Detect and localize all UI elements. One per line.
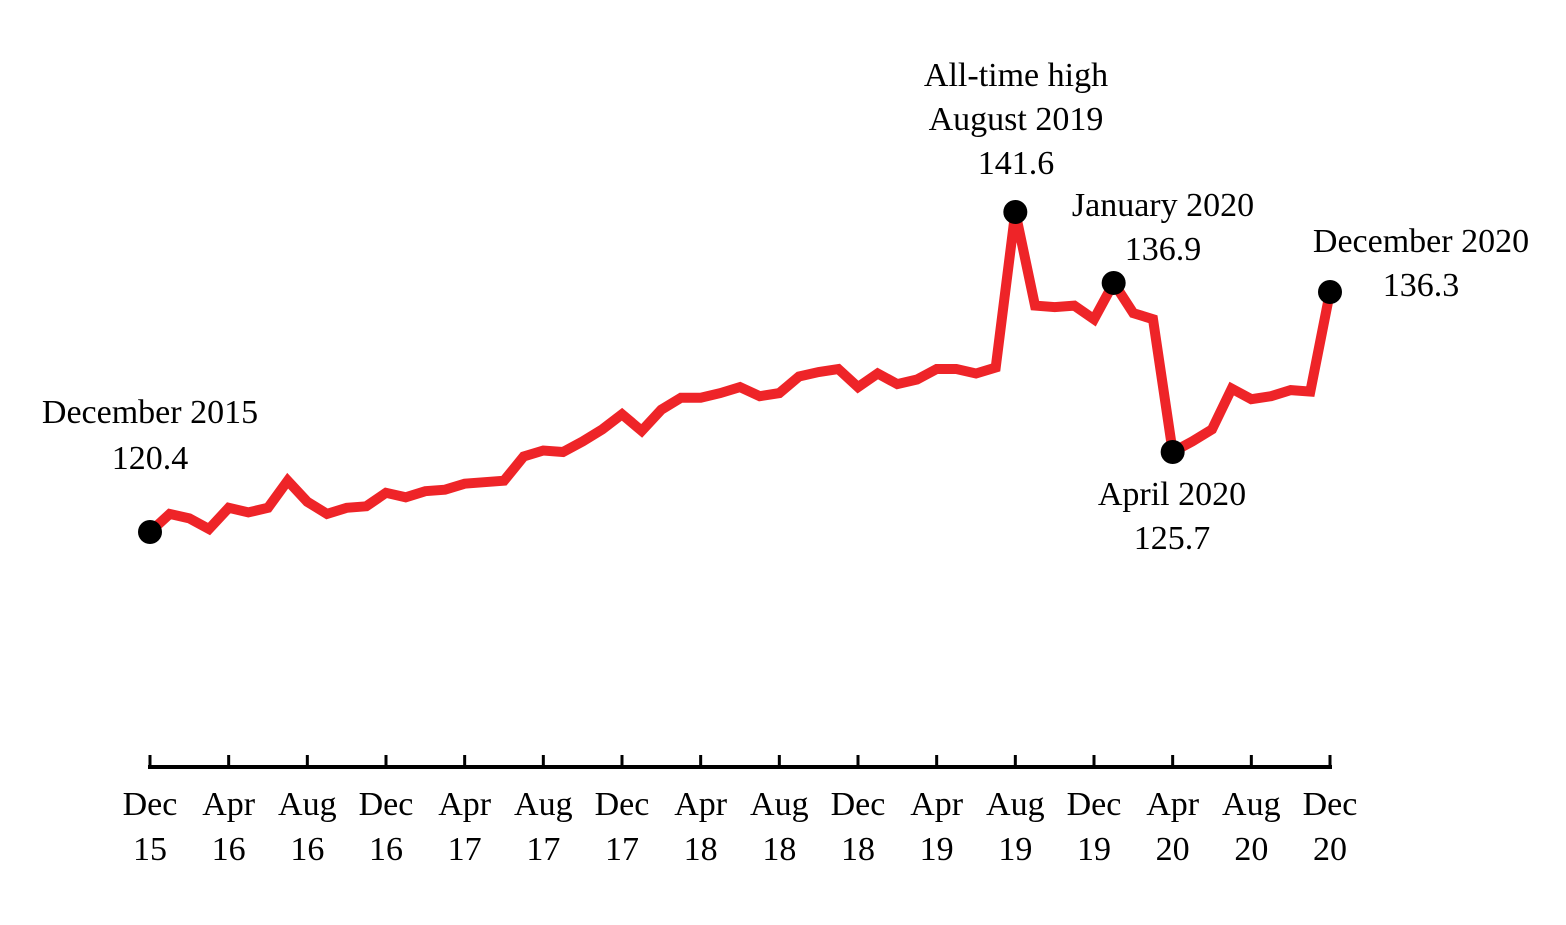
x-tick-label-month: Aug: [1222, 786, 1281, 823]
annotation-label: 141.6: [978, 145, 1055, 182]
x-tick-label-month: Dec: [123, 786, 178, 823]
x-tick-label-year: 19: [1077, 831, 1111, 868]
annotation-label: December 2020: [1313, 223, 1529, 260]
point-marker: [1003, 200, 1028, 224]
point-marker: [1101, 270, 1126, 295]
x-tick-label-year: 17: [605, 831, 639, 868]
x-tick-label-year: 19: [920, 831, 954, 868]
x-tick-label-month: Aug: [750, 786, 809, 823]
x-tick-label-year: 18: [762, 831, 796, 868]
x-tick-label-month: Apr: [674, 786, 728, 823]
x-tick-label-year: 20: [1234, 831, 1268, 868]
annotation-label: January 2020: [1072, 187, 1254, 224]
x-tick-label-year: 18: [684, 831, 718, 868]
x-tick-label-month: Aug: [514, 786, 573, 823]
x-tick-label-year: 16: [290, 831, 324, 868]
annotation-label: August 2019: [929, 101, 1104, 138]
x-tick-label-year: 15: [133, 831, 167, 868]
x-tick-label-month: Aug: [986, 786, 1045, 823]
x-tick-label-month: Apr: [1146, 786, 1200, 823]
point-marker: [138, 520, 162, 544]
x-tick-label-year: 19: [998, 831, 1032, 868]
annotation-label: 136.9: [1125, 231, 1202, 268]
x-tick-label-month: Apr: [910, 786, 964, 823]
x-tick-label-year: 17: [526, 831, 560, 868]
markers: [138, 200, 1342, 544]
x-tick-label-month: Dec: [831, 786, 886, 823]
annotation-label: 120.4: [112, 440, 189, 477]
annotation-label: April 2020: [1098, 476, 1246, 513]
point-marker: [1318, 280, 1342, 304]
x-tick-label-year: 18: [841, 831, 875, 868]
x-axis-ticks: Dec 15 Apr 16 Aug 16 Dec 16 Apr 17 Aug 17 Dec 17 Apr 18…: [123, 755, 1358, 868]
annotations: December 2015 120.4 All-time high August 20…: [42, 57, 1529, 557]
x-tick-label-year: 20: [1313, 831, 1347, 868]
point-marker: [1160, 440, 1185, 464]
x-tick-label-year: 20: [1156, 831, 1190, 868]
x-tick-label-year: 16: [212, 831, 246, 868]
series-line: [146, 210, 1335, 536]
annotation-label: 125.7: [1134, 520, 1211, 557]
annotation-label: December 2015: [42, 394, 258, 431]
x-tick-label-month: Dec: [359, 786, 414, 823]
x-tick-label-month: Apr: [202, 786, 256, 823]
annotation-label: All-time high: [924, 57, 1108, 94]
x-tick-label-month: Dec: [595, 786, 650, 823]
annotation-label: 136.3: [1383, 267, 1460, 304]
x-tick-label-year: 16: [369, 831, 403, 868]
x-tick-label-month: Dec: [1067, 786, 1122, 823]
x-tick-label-year: 17: [448, 831, 482, 868]
x-tick-label-month: Aug: [278, 786, 337, 823]
x-tick-label-month: Apr: [438, 786, 492, 823]
x-tick-label-month: Dec: [1303, 786, 1358, 823]
